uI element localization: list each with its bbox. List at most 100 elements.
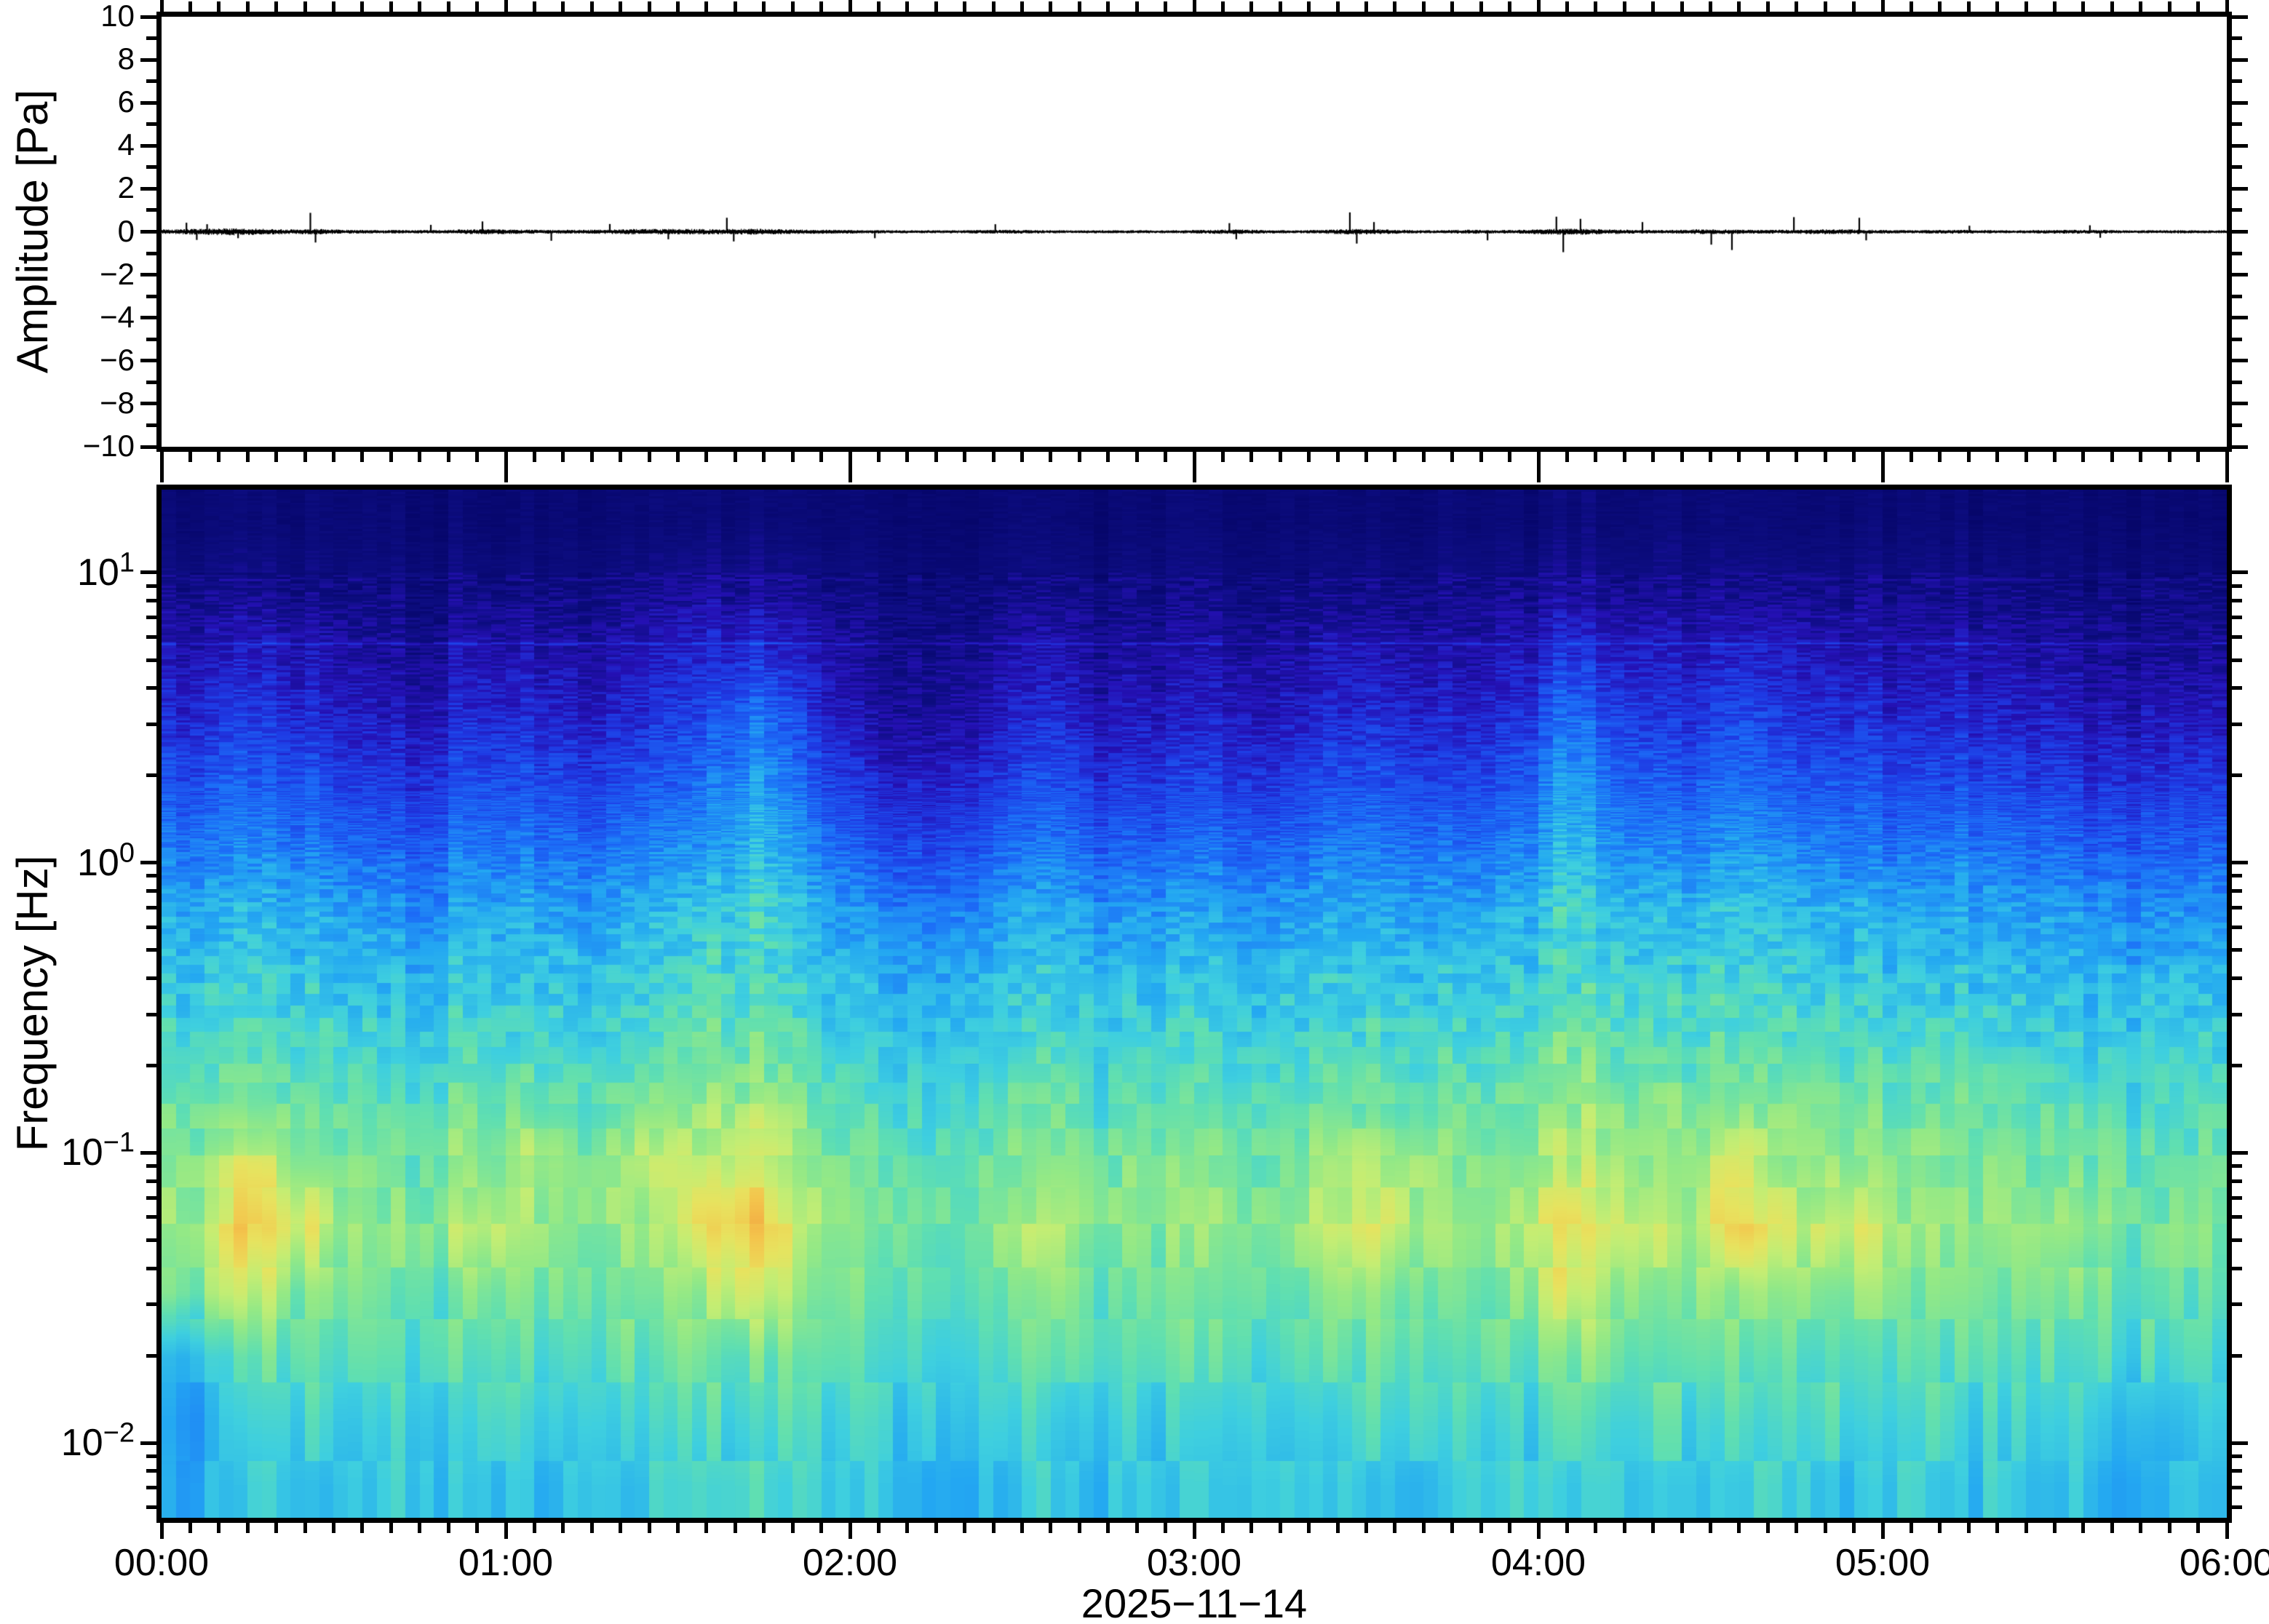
axis-tick <box>1966 452 1971 462</box>
axis-tick <box>1134 452 1139 462</box>
axis-tick <box>589 1 594 12</box>
axis-tick <box>2232 1441 2248 1445</box>
axis-tick <box>2232 1195 2242 1200</box>
axis-tick <box>274 1523 279 1533</box>
axis-tick <box>2110 1523 2114 1533</box>
axis-tick <box>146 616 156 620</box>
axis-tick <box>905 452 910 462</box>
axis-tick <box>332 452 335 462</box>
axis-tick <box>188 1523 192 1533</box>
axis-tick <box>1307 1523 1311 1533</box>
axis-tick <box>2232 874 2242 878</box>
axis-tick <box>619 452 623 462</box>
axis-tick <box>146 599 156 603</box>
axis-tick <box>676 1 680 12</box>
axis-tick <box>1450 452 1455 462</box>
axis-tick <box>504 0 508 12</box>
amplitude-tick-label: 2 <box>117 170 135 205</box>
axis-tick <box>1880 0 1885 12</box>
axis-tick <box>1765 1 1770 12</box>
axis-tick <box>217 1 221 12</box>
axis-tick <box>2024 452 2028 462</box>
axis-tick <box>2139 452 2143 462</box>
axis-tick <box>146 888 156 893</box>
axis-tick <box>1852 1523 1856 1533</box>
axis-tick <box>2232 380 2242 384</box>
axis-tick <box>188 452 192 462</box>
axis-tick <box>2232 905 2242 909</box>
axis-tick <box>418 452 422 462</box>
axis-tick <box>1709 452 1712 462</box>
axis-tick <box>2232 208 2242 212</box>
axis-tick <box>819 1523 824 1533</box>
time-tick-label: 00:00 <box>114 1542 210 1584</box>
axis-tick <box>2196 1523 2201 1533</box>
axis-tick <box>389 1523 393 1533</box>
axis-tick <box>1565 452 1569 462</box>
axis-tick <box>2232 570 2248 575</box>
axis-tick <box>647 1 651 12</box>
axis-tick <box>2232 186 2248 191</box>
axis-tick <box>1077 452 1081 462</box>
axis-tick <box>2232 359 2248 363</box>
axis-tick <box>418 1 422 12</box>
axis-tick <box>2232 273 2248 277</box>
axis-tick <box>2110 1 2114 12</box>
axis-tick <box>2053 1523 2057 1533</box>
axis-tick <box>475 1 480 12</box>
axis-tick <box>1765 1523 1770 1533</box>
amplitude-tick-label: 4 <box>117 127 135 162</box>
axis-tick <box>1795 452 1799 462</box>
frequency-tick-label: 101 <box>77 547 135 594</box>
axis-tick <box>647 1523 651 1533</box>
axis-tick <box>2232 1469 2242 1473</box>
axis-tick <box>146 722 156 726</box>
axis-tick <box>876 1523 881 1533</box>
axis-tick <box>589 1523 594 1533</box>
axis-tick <box>2232 1486 2242 1490</box>
axis-tick <box>532 1 536 12</box>
axis-tick <box>619 1523 623 1533</box>
axis-tick <box>963 452 967 462</box>
axis-tick <box>2081 452 2086 462</box>
axis-tick <box>2232 1150 2248 1155</box>
axis-tick <box>1651 1523 1656 1533</box>
axis-tick <box>1335 452 1340 462</box>
axis-tick <box>2167 1 2171 12</box>
axis-tick <box>140 143 156 148</box>
axis-tick <box>146 1486 156 1490</box>
axis-tick <box>963 1523 967 1533</box>
axis-tick <box>2232 1179 2242 1183</box>
axis-tick <box>1966 1523 1971 1533</box>
axis-tick <box>1164 1 1168 12</box>
axis-tick <box>2232 616 2242 620</box>
axis-tick <box>2232 948 2242 952</box>
axis-tick <box>619 1 623 12</box>
axis-tick <box>1880 1523 1885 1539</box>
axis-tick <box>934 452 938 462</box>
axis-tick <box>159 0 164 12</box>
axis-tick <box>146 1063 156 1067</box>
axis-tick <box>2225 452 2229 482</box>
axis-tick <box>790 1 795 12</box>
axis-tick <box>2232 1215 2242 1219</box>
axis-tick <box>146 925 156 929</box>
axis-tick <box>140 57 156 62</box>
axis-tick <box>159 1523 164 1539</box>
axis-tick <box>146 874 156 878</box>
axis-tick <box>905 1523 910 1533</box>
axis-tick <box>140 273 156 277</box>
axis-tick <box>1421 452 1426 462</box>
axis-tick <box>1393 1 1397 12</box>
time-tick-label: 02:00 <box>802 1542 898 1584</box>
axis-tick <box>1995 1 2000 12</box>
axis-tick <box>332 1523 335 1533</box>
axis-tick <box>1680 1523 1684 1533</box>
axis-tick <box>2232 316 2248 320</box>
axis-tick <box>532 452 536 462</box>
axis-tick <box>561 1523 565 1533</box>
axis-tick <box>146 686 156 690</box>
axis-tick <box>561 452 565 462</box>
axis-tick <box>1795 1523 1799 1533</box>
time-tick-label: 01:00 <box>458 1542 554 1584</box>
